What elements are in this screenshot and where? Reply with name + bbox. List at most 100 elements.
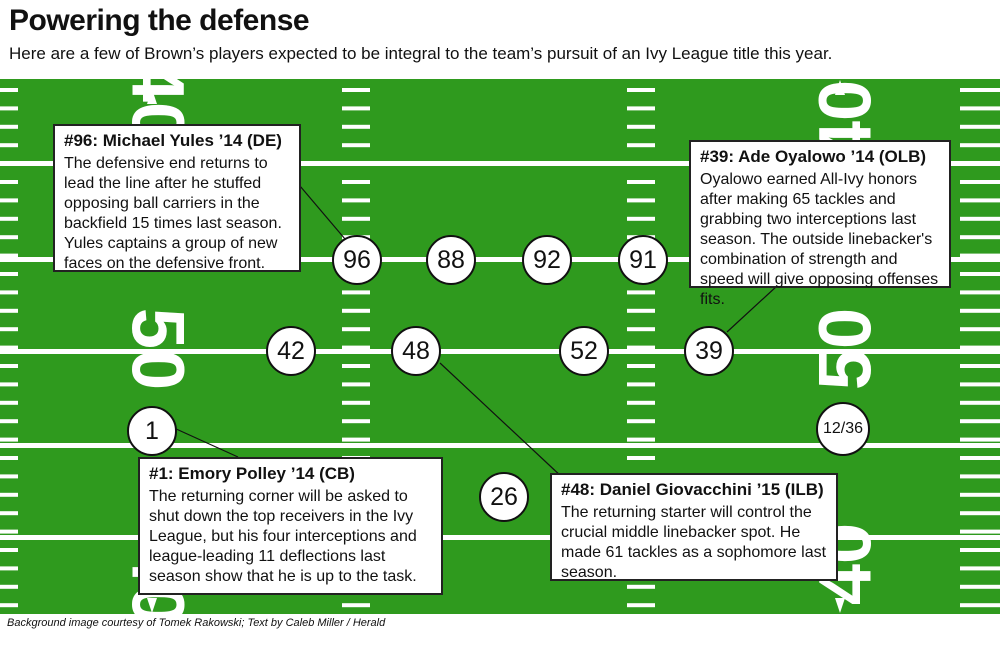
hash-mark [0, 161, 18, 166]
hash-mark [960, 88, 1000, 92]
hash-mark [342, 382, 370, 387]
graphic-title: Powering the defense [9, 4, 310, 37]
callout-heading: #96: Michael Yules ’14 (DE) [64, 131, 282, 150]
hash-mark [960, 364, 1000, 368]
hash-mark [342, 161, 370, 166]
player-marker: 12/36 [816, 402, 870, 456]
yard-line [0, 535, 1000, 540]
hash-mark [960, 216, 1000, 221]
hash-mark [960, 180, 1000, 184]
hash-mark [342, 364, 370, 368]
hash-mark [342, 603, 370, 608]
hash-mark [0, 400, 18, 405]
hash-mark [627, 143, 655, 148]
hash-mark [960, 437, 1000, 442]
hash-mark [960, 511, 1000, 516]
hash-mark [342, 308, 370, 313]
yard-markers [147, 80, 845, 613]
hash-mark [0, 345, 18, 350]
hash-mark [0, 419, 18, 424]
connector-line [173, 427, 239, 458]
hash-mark [0, 548, 18, 552]
player-marker: 52 [559, 326, 609, 376]
yard-lines [0, 161, 1000, 540]
player-marker: 96 [332, 235, 382, 285]
callout-heading: #48: Daniel Giovacchini ’15 (ILB) [561, 480, 824, 499]
hash-mark [0, 308, 18, 313]
hash-mark [627, 437, 655, 442]
hash-mark [342, 198, 370, 203]
callout-text: Oyalowo earned All-Ivy honors after maki… [700, 171, 939, 308]
hash-mark [0, 143, 18, 148]
hash-mark [960, 382, 1000, 387]
yard-arrow [835, 80, 845, 95]
hash-mark [960, 584, 1000, 589]
hash-mark [960, 456, 1000, 460]
hash-mark [960, 124, 1000, 129]
hash-mark [0, 235, 18, 240]
hash-mark [342, 143, 370, 148]
callout-heading: #39: Ade Oyalowo ’14 (OLB) [700, 147, 927, 166]
hash-mark [960, 327, 1000, 332]
hash-mark [627, 603, 655, 608]
hash-mark [627, 382, 655, 387]
hash-mark [960, 566, 1000, 571]
hash-mark [342, 106, 370, 111]
hash-mark [0, 584, 18, 589]
callout-text: The returning starter will control the c… [561, 504, 827, 581]
hash-mark [0, 437, 18, 442]
hash-mark [627, 327, 655, 332]
image-credit: Background image courtesy of Tomek Rakow… [7, 617, 386, 629]
yard-line [0, 349, 1000, 354]
hash-mark [627, 419, 655, 424]
hash-mark [627, 364, 655, 368]
hash-mark [0, 456, 18, 460]
callout-polley: #1: Emory Polley ’14 (CB) The returning … [138, 457, 443, 595]
yard-arrow [147, 598, 157, 613]
hash-mark [960, 474, 1000, 479]
graphic-subtitle: Here are a few of Brown’s players expect… [9, 44, 833, 63]
hash-mark [0, 198, 18, 203]
callout-text: The returning corner will be asked to sh… [149, 488, 417, 585]
hash-mark [0, 566, 18, 571]
hash-mark [627, 216, 655, 221]
hash-mark [342, 124, 370, 129]
hash-mark [342, 437, 370, 442]
player-marker: 91 [618, 235, 668, 285]
callout-heading: #1: Emory Polley ’14 (CB) [149, 464, 355, 483]
callout-oyalowo: #39: Ade Oyalowo ’14 (OLB) Oyalowo earne… [689, 140, 951, 308]
hash-mark [627, 290, 655, 295]
hash-mark [0, 382, 18, 387]
hash-mark [627, 308, 655, 313]
hash-mark [0, 603, 18, 608]
hash-mark [960, 345, 1000, 350]
hash-mark [342, 345, 370, 350]
hash-mark [627, 88, 655, 92]
hash-mark [960, 272, 1000, 276]
hash-mark [627, 106, 655, 111]
hash-mark [960, 400, 1000, 405]
hash-mark [960, 235, 1000, 240]
hash-mark [960, 529, 1000, 534]
hash-mark [627, 124, 655, 129]
yard-line [0, 443, 1000, 448]
hash-mark [0, 216, 18, 221]
hash-mark [0, 511, 18, 516]
player-marker: 92 [522, 235, 572, 285]
yard-line [0, 161, 1000, 166]
yard-arrow [147, 89, 157, 104]
hash-mark [342, 88, 370, 92]
connector-line [439, 362, 564, 479]
hash-mark [0, 88, 18, 92]
hash-mark [627, 345, 655, 350]
yard-number: 50 [117, 308, 200, 390]
player-marker: 39 [684, 326, 734, 376]
hash-mark [0, 492, 18, 497]
player-marker: 26 [479, 472, 529, 522]
hash-mark [342, 419, 370, 424]
hash-mark [960, 161, 1000, 166]
hash-mark [960, 253, 1000, 258]
hash-mark [342, 327, 370, 332]
hash-mark [0, 474, 18, 479]
hash-mark [960, 106, 1000, 111]
